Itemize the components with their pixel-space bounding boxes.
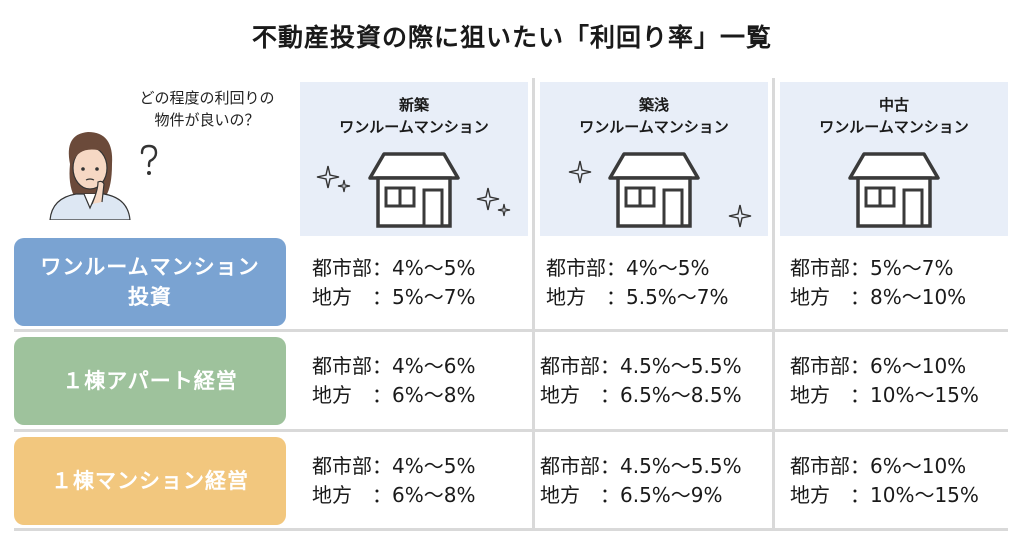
column-title-line-1: 築浅 xyxy=(638,96,669,114)
rural-yield: 地方 ：6.5%〜9% xyxy=(540,483,723,507)
column-title-line-2: ワンルームマンション xyxy=(819,118,969,136)
question-text: どの程度の利回りの 物件が良いの？ xyxy=(112,87,302,131)
city-yield: 都市部：4.5%〜5.5% xyxy=(540,454,742,478)
city-yield: 都市部：6%〜10% xyxy=(790,354,967,378)
city-yield: 都市部：4%〜6% xyxy=(312,354,476,378)
table-cell: 都市部：4%〜5% 地方 ：6%〜8% xyxy=(312,452,475,510)
page-title: 不動産投資の際に狙いたい「利回り率」一覧 xyxy=(251,23,772,52)
sparkle-icon xyxy=(316,165,351,193)
row-label-one-room: ワンルームマンション 投資 xyxy=(14,238,286,326)
question-line-1: どの程度の利回りの xyxy=(139,89,275,107)
table-cell: 都市部：4%〜5% 地方 ：5%〜7% xyxy=(312,254,475,312)
row-divider xyxy=(14,329,1008,332)
row-label-mansion: １棟マンション経営 xyxy=(14,437,286,525)
question-line-2: 物件が良いの？ xyxy=(154,111,260,129)
house-icon xyxy=(848,152,940,228)
column-divider xyxy=(532,78,535,530)
row-divider xyxy=(14,429,1008,432)
row-label-line-1: １棟マンション経営 xyxy=(51,469,249,493)
column-title-line-2: ワンルームマンション xyxy=(579,118,729,136)
column-header-nearly-new: 築浅 ワンルームマンション xyxy=(540,82,768,236)
table-cell: 都市部：6%〜10% 地方 ：10%〜15% xyxy=(790,452,979,510)
rural-yield: 地方 ：5.5%〜7% xyxy=(546,285,729,309)
table-cell: 都市部：4.5%〜5.5% 地方 ：6.5%〜8.5% xyxy=(540,352,742,410)
sparkle-icon xyxy=(476,187,511,217)
table-cell: 都市部：4%〜6% 地方 ：6%〜8% xyxy=(312,352,475,410)
rural-yield: 地方 ：6%〜8% xyxy=(312,383,476,407)
city-yield: 都市部：4%〜5% xyxy=(312,454,476,478)
city-yield: 都市部：5%〜7% xyxy=(790,256,954,280)
question-illustration: どの程度の利回りの 物件が良いの？ xyxy=(40,82,280,222)
row-divider xyxy=(14,528,1008,531)
rural-yield: 地方 ：10%〜15% xyxy=(790,483,979,507)
row-label-apartment: １棟アパート経営 xyxy=(14,337,286,425)
column-divider xyxy=(772,78,775,530)
column-title-line-1: 新築 xyxy=(398,96,429,114)
column-header-used: 中古 ワンルームマンション xyxy=(780,82,1008,236)
city-yield: 都市部：4%〜5% xyxy=(312,256,476,280)
sparkle-icon xyxy=(568,160,592,184)
table-cell: 都市部：4.5%〜5.5% 地方 ：6.5%〜9% xyxy=(540,452,742,510)
rural-yield: 地方 ：8%〜10% xyxy=(790,285,967,309)
row-label-line-1: ワンルームマンション xyxy=(40,255,260,279)
column-title-line-1: 中古 xyxy=(878,96,909,114)
row-label-line-1: １棟アパート経営 xyxy=(62,369,238,393)
city-yield: 都市部：4.5%〜5.5% xyxy=(540,354,742,378)
column-title-line-2: ワンルームマンション xyxy=(339,118,489,136)
house-icon xyxy=(608,152,700,228)
city-yield: 都市部：4%〜5% xyxy=(546,256,710,280)
city-yield: 都市部：6%〜10% xyxy=(790,454,967,478)
table-cell: 都市部：6%〜10% 地方 ：10%〜15% xyxy=(790,352,979,410)
row-label-line-2: 投資 xyxy=(128,285,172,309)
column-header-new: 新築 ワンルームマンション xyxy=(300,82,528,236)
rural-yield: 地方 ：6%〜8% xyxy=(312,483,476,507)
rural-yield: 地方 ：6.5%〜8.5% xyxy=(540,383,742,407)
rural-yield: 地方 ：10%〜15% xyxy=(790,383,979,407)
house-icon xyxy=(368,152,460,228)
woman-thinking-icon xyxy=(49,132,131,220)
table-cell: 都市部：5%〜7% 地方 ：8%〜10% xyxy=(790,254,966,312)
question-mark-icon xyxy=(140,144,158,175)
sparkle-icon xyxy=(728,204,752,228)
table-cell: 都市部：4%〜5% 地方 ：5.5%〜7% xyxy=(546,254,729,312)
rural-yield: 地方 ：5%〜7% xyxy=(312,285,476,309)
